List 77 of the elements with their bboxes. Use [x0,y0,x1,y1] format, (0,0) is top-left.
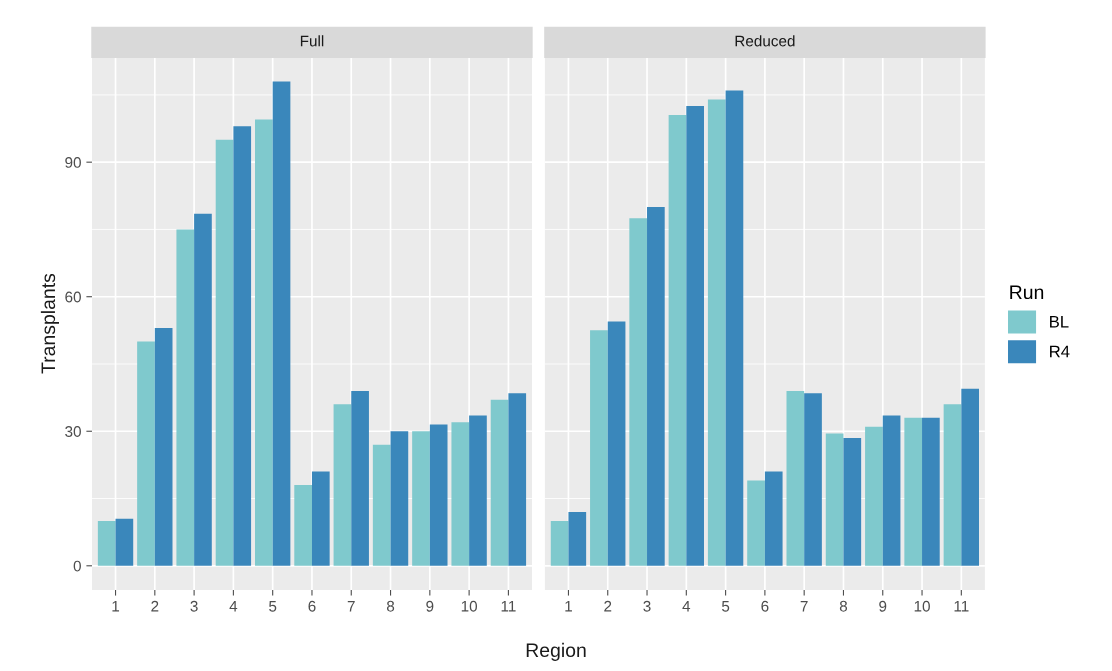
bar [233,126,252,566]
bar [351,390,369,566]
bar [686,106,704,566]
bar [412,431,430,566]
bar [568,511,587,566]
x-tick-label: 11 [954,600,969,612]
bar [115,518,134,566]
bar [904,417,923,566]
x-tick-label: 1 [112,600,120,612]
x-tick-label: 5 [721,600,730,612]
bar [294,485,312,566]
bar [272,81,291,566]
bar [764,471,783,566]
y-tick-label: 90 [65,157,81,168]
bar [333,404,352,566]
x-axis-title: Region [526,642,586,661]
bar [311,471,330,566]
bar [429,424,448,566]
x-tick-label: 7 [800,600,808,612]
chart-title: Reduced [735,35,795,47]
x-tick-label: 5 [269,600,277,612]
x-tick-label: 10 [914,600,930,612]
x-tick-label: 2 [151,600,159,612]
x-tick-label: 1 [565,600,572,612]
bar [843,437,862,566]
bar [490,399,509,566]
bar [786,390,805,566]
bar [176,229,195,566]
bar [922,417,940,566]
bar [508,393,527,566]
bar [804,393,822,566]
legend-title: Run [1010,285,1044,300]
x-tick-label: 11 [501,600,516,612]
bar [707,99,726,566]
bar [590,330,608,566]
bar [550,520,569,566]
bar [194,213,212,566]
legend-label: R4 [1050,345,1070,358]
bar [825,433,844,566]
y-tick-label: 0 [73,560,81,572]
x-tick-label: 8 [839,600,848,612]
y-axis-title: Transplants [40,273,59,374]
bar [668,115,687,566]
bar [629,218,648,566]
x-tick-label: 3 [643,600,651,612]
x-tick-label: 6 [761,600,769,612]
x-tick-label: 8 [386,600,395,612]
x-tick-label: 6 [308,600,316,612]
bar [647,207,665,566]
x-tick-label: 3 [190,600,198,612]
bar [961,388,980,566]
bar [97,520,116,566]
x-tick-label: 7 [347,600,355,612]
x-tick-label: 9 [426,600,434,612]
bar [607,321,626,566]
x-tick-label: 10 [461,600,478,612]
y-tick-label: 60 [65,291,81,303]
bar [255,119,273,566]
legend-label: BL [1050,315,1069,328]
bar [137,341,155,566]
bar [390,431,409,566]
y-tick-label: 30 [65,426,81,437]
bar [747,480,765,566]
bar [451,422,470,566]
bar [154,328,173,566]
x-tick-label: 4 [682,600,691,612]
x-tick-label: 9 [879,600,887,612]
bar [372,444,391,566]
bar [865,426,883,566]
chart-title: Full [300,35,324,47]
x-tick-label: 4 [229,600,238,612]
x-tick-label: 2 [604,600,612,612]
bar [882,415,901,566]
bar [725,90,744,566]
bar [215,139,234,566]
bar [943,404,962,566]
bar [469,415,487,566]
